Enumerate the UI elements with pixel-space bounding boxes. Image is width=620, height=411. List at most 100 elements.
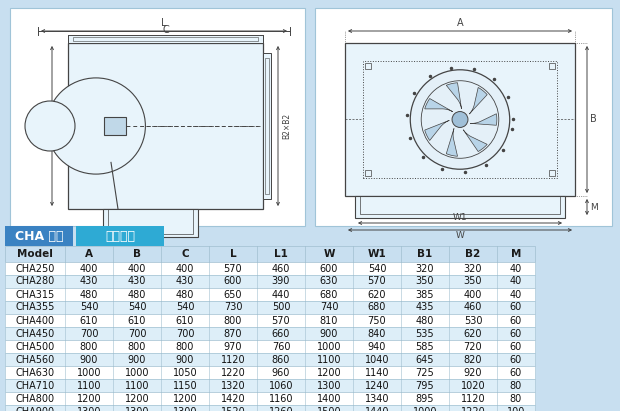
Text: 1200: 1200 (125, 393, 149, 404)
Text: 1300: 1300 (77, 406, 101, 411)
Text: 60: 60 (510, 328, 522, 339)
Text: 900: 900 (320, 328, 338, 339)
Text: B2: B2 (466, 249, 480, 259)
Polygon shape (463, 130, 487, 152)
Polygon shape (469, 88, 487, 114)
Text: 960: 960 (272, 367, 290, 377)
Text: B: B (133, 249, 141, 259)
Text: 1000: 1000 (413, 406, 437, 411)
Text: B2×B2: B2×B2 (282, 113, 291, 139)
Bar (360, 196, 560, 214)
Text: 620: 620 (464, 328, 482, 339)
Text: CHA900: CHA900 (16, 406, 55, 411)
Text: 480: 480 (176, 289, 194, 300)
Text: 320: 320 (464, 263, 482, 273)
Text: L: L (229, 249, 236, 259)
Text: 460: 460 (272, 263, 290, 273)
Text: 400: 400 (464, 289, 482, 300)
Bar (5, 301, 535, 314)
Text: 620: 620 (368, 289, 386, 300)
Text: 440: 440 (272, 289, 290, 300)
Text: 1150: 1150 (173, 381, 197, 390)
Text: CHA500: CHA500 (16, 342, 55, 351)
Bar (68, 43, 263, 209)
Text: 900: 900 (80, 355, 98, 365)
Text: 540: 540 (128, 302, 146, 312)
Bar (345, 43, 575, 196)
Text: 430: 430 (128, 277, 146, 286)
Text: 680: 680 (320, 289, 338, 300)
Text: 1120: 1120 (221, 355, 246, 365)
Text: CHA250: CHA250 (16, 263, 55, 273)
Text: 645: 645 (416, 355, 434, 365)
Text: 1500: 1500 (317, 406, 342, 411)
Bar (5, 366, 535, 379)
Text: W1: W1 (453, 213, 467, 222)
Text: 600: 600 (320, 263, 338, 273)
Text: 570: 570 (224, 263, 242, 273)
Text: CHA710: CHA710 (16, 381, 55, 390)
Text: 1320: 1320 (221, 381, 246, 390)
Text: CHA800: CHA800 (16, 393, 55, 404)
Text: L: L (161, 18, 167, 28)
Text: CHA400: CHA400 (16, 316, 55, 326)
Text: 600: 600 (224, 277, 242, 286)
Text: 760: 760 (272, 342, 290, 351)
Bar (355, 196, 565, 218)
Bar (5, 314, 535, 327)
Text: 570: 570 (272, 316, 290, 326)
Text: 700: 700 (80, 328, 98, 339)
Text: 80: 80 (510, 393, 522, 404)
Bar (5, 340, 535, 353)
Text: 610: 610 (176, 316, 194, 326)
Text: C: C (162, 25, 169, 35)
Text: 920: 920 (464, 367, 482, 377)
Text: B1: B1 (417, 249, 433, 259)
Text: 900: 900 (176, 355, 194, 365)
Text: 1300: 1300 (125, 406, 149, 411)
Bar (104, 117, 126, 135)
Text: 1200: 1200 (77, 393, 101, 404)
Text: 585: 585 (415, 342, 435, 351)
Text: 400: 400 (128, 263, 146, 273)
Text: 680: 680 (368, 302, 386, 312)
Text: 1100: 1100 (77, 381, 101, 390)
Text: 540: 540 (368, 263, 386, 273)
Text: 400: 400 (80, 263, 98, 273)
Text: 390: 390 (272, 277, 290, 286)
Text: 570: 570 (368, 277, 386, 286)
Bar (263, 53, 271, 199)
Text: 430: 430 (80, 277, 98, 286)
Polygon shape (446, 83, 461, 109)
Text: 480: 480 (80, 289, 98, 300)
Text: 860: 860 (272, 355, 290, 365)
Bar (365, 63, 371, 69)
Bar (265, 58, 269, 194)
Text: 1200: 1200 (317, 367, 342, 377)
Bar (363, 61, 557, 178)
Text: 100: 100 (507, 406, 525, 411)
Bar (5, 288, 535, 301)
Text: B1×B1: B1×B1 (39, 113, 48, 139)
Text: 800: 800 (128, 342, 146, 351)
Text: 1200: 1200 (173, 393, 197, 404)
Text: 530: 530 (464, 316, 482, 326)
Text: 740: 740 (320, 302, 339, 312)
Text: 60: 60 (510, 302, 522, 312)
Text: 1520: 1520 (221, 406, 246, 411)
Text: 350: 350 (416, 277, 434, 286)
Text: 60: 60 (510, 355, 522, 365)
Bar (108, 209, 193, 234)
Circle shape (452, 111, 468, 127)
Text: 40: 40 (510, 277, 522, 286)
Text: 800: 800 (224, 316, 242, 326)
Text: 40: 40 (510, 289, 522, 300)
Text: W: W (456, 231, 464, 240)
Text: 80: 80 (510, 381, 522, 390)
Text: 480: 480 (416, 316, 434, 326)
Bar (10, 8, 305, 226)
Text: 800: 800 (80, 342, 98, 351)
Text: 400: 400 (176, 263, 194, 273)
Text: 500: 500 (272, 302, 290, 312)
Text: 970: 970 (224, 342, 242, 351)
